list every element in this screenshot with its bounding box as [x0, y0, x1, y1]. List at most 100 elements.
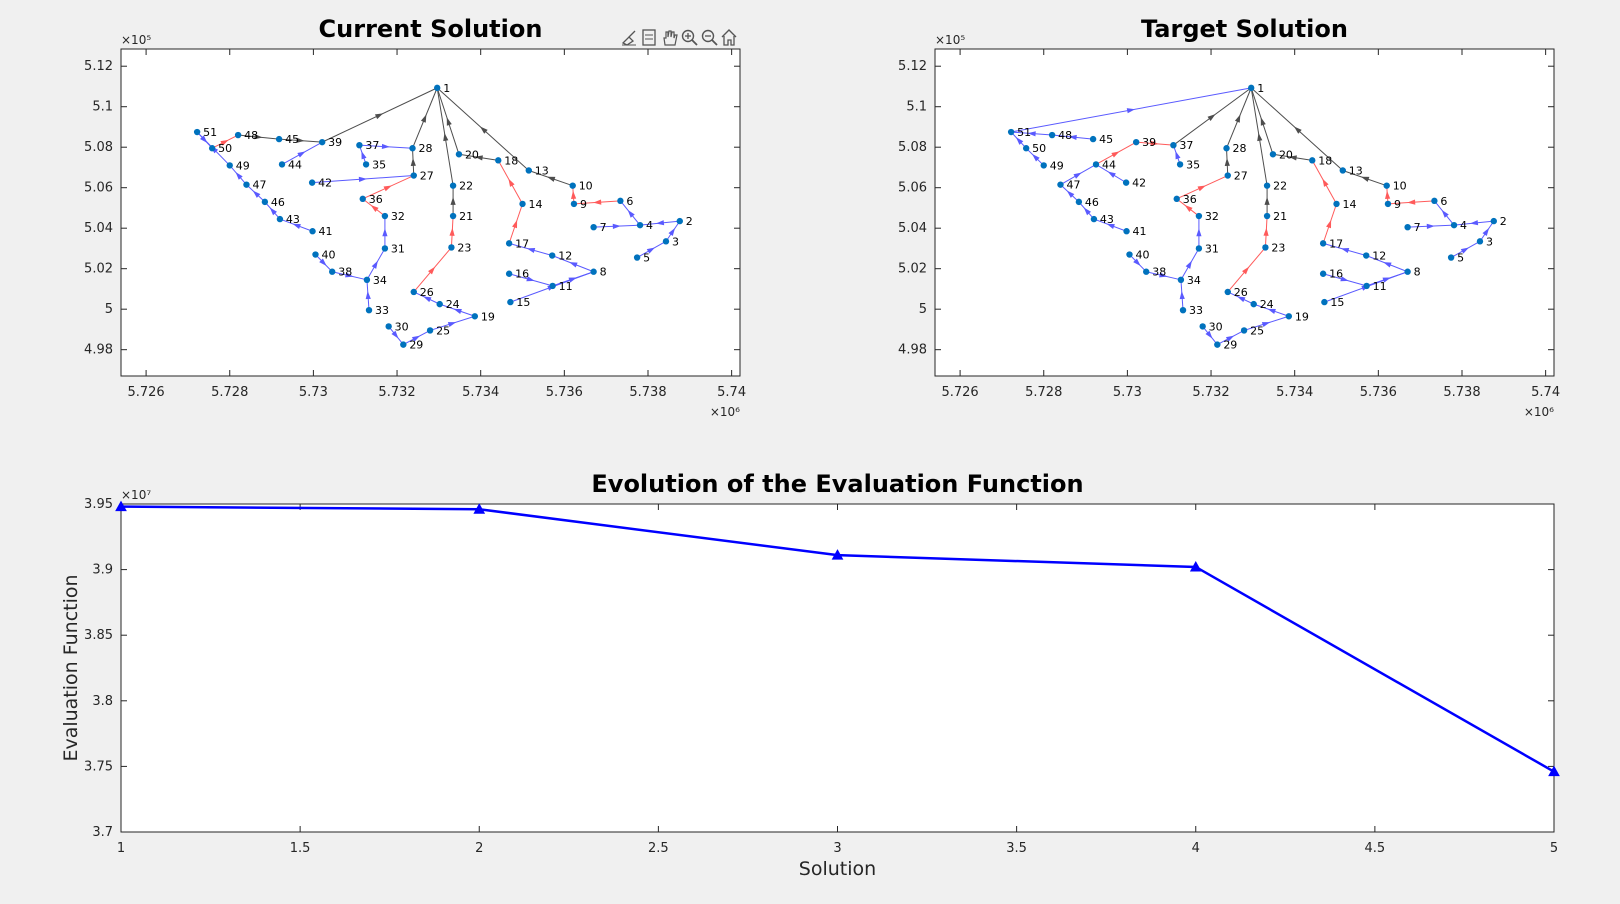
node-25[interactable]: [426, 327, 434, 334]
node-9[interactable]: [570, 200, 578, 208]
node-16[interactable]: [1319, 270, 1327, 277]
node-8[interactable]: [590, 268, 597, 275]
node-47[interactable]: [1057, 181, 1064, 188]
zoom-in-icon[interactable]: [681, 29, 698, 46]
node-45[interactable]: [1089, 135, 1097, 143]
node-19[interactable]: [1285, 313, 1293, 320]
node-39[interactable]: [318, 138, 326, 146]
current-solution-plot[interactable]: Current Solution ×10⁵ ×10⁶ 5.726 5.728 5.7…: [84, 15, 746, 419]
node-26[interactable]: [410, 288, 417, 296]
node-38[interactable]: [329, 268, 336, 275]
node-13[interactable]: [1339, 167, 1346, 174]
node-50[interactable]: [1022, 145, 1030, 152]
node-31[interactable]: [1195, 245, 1203, 252]
node-49[interactable]: [226, 162, 233, 169]
brush-icon[interactable]: [621, 30, 636, 46]
node-9[interactable]: [1384, 200, 1392, 208]
node-15[interactable]: [1321, 298, 1328, 306]
zoom-out-icon[interactable]: [701, 29, 718, 46]
node-6[interactable]: [617, 197, 624, 205]
node-36[interactable]: [1173, 195, 1180, 203]
pan-icon[interactable]: [663, 30, 678, 46]
node-5[interactable]: [1447, 254, 1455, 261]
node-51[interactable]: [193, 128, 201, 136]
node-46[interactable]: [261, 198, 269, 206]
node-3[interactable]: [1476, 238, 1484, 245]
node-11[interactable]: [1363, 282, 1370, 290]
node-14[interactable]: [1333, 200, 1340, 208]
data-point-2[interactable]: [473, 503, 486, 514]
node-39[interactable]: [1132, 138, 1140, 146]
target-solution-plot[interactable]: Target Solution ×10⁵ ×10⁶ 5.726 5.728 5.73…: [898, 15, 1560, 419]
node-43[interactable]: [276, 215, 284, 223]
node-50[interactable]: [208, 145, 216, 152]
node-20[interactable]: [1269, 151, 1277, 158]
node-4[interactable]: [636, 221, 644, 229]
node-41[interactable]: [1123, 228, 1130, 235]
node-41[interactable]: [309, 228, 316, 235]
node-40[interactable]: [1126, 251, 1133, 258]
node-44[interactable]: [278, 161, 286, 168]
node-6[interactable]: [1431, 197, 1438, 205]
plot-area[interactable]: [120, 48, 741, 377]
node-16[interactable]: [505, 270, 513, 277]
node-48[interactable]: [1048, 131, 1056, 139]
node-18[interactable]: [1309, 157, 1316, 164]
node-35[interactable]: [1176, 161, 1184, 168]
node-32[interactable]: [381, 212, 389, 220]
node-48[interactable]: [234, 131, 242, 139]
node-46[interactable]: [1075, 198, 1083, 206]
node-12[interactable]: [1363, 252, 1370, 259]
node-23[interactable]: [448, 244, 455, 251]
node-37[interactable]: [356, 141, 363, 149]
node-34[interactable]: [363, 276, 371, 284]
node-29[interactable]: [1214, 341, 1221, 348]
node-33[interactable]: [1179, 306, 1187, 314]
node-26[interactable]: [1224, 288, 1231, 296]
node-38[interactable]: [1143, 268, 1150, 275]
node-24[interactable]: [436, 300, 443, 308]
datatip-icon[interactable]: [642, 29, 656, 46]
node-7[interactable]: [590, 223, 597, 231]
node-10[interactable]: [1383, 182, 1390, 189]
data-point-3[interactable]: [831, 549, 844, 560]
node-18[interactable]: [495, 157, 502, 164]
node-42[interactable]: [308, 179, 316, 186]
node-43[interactable]: [1090, 215, 1098, 223]
node-30[interactable]: [1199, 323, 1206, 330]
node-12[interactable]: [549, 252, 556, 259]
node-51[interactable]: [1007, 128, 1015, 136]
node-17[interactable]: [1319, 240, 1327, 247]
node-29[interactable]: [400, 341, 407, 348]
node-40[interactable]: [312, 251, 319, 258]
node-31[interactable]: [381, 245, 389, 252]
node-44[interactable]: [1092, 161, 1100, 168]
node-3[interactable]: [662, 238, 670, 245]
node-34[interactable]: [1177, 276, 1185, 284]
node-8[interactable]: [1404, 268, 1411, 275]
node-22[interactable]: [449, 182, 457, 189]
node-27[interactable]: [410, 172, 417, 179]
node-22[interactable]: [1263, 182, 1271, 189]
node-4[interactable]: [1450, 221, 1458, 229]
node-15[interactable]: [507, 298, 514, 306]
data-point-4[interactable]: [1189, 560, 1202, 572]
node-35[interactable]: [362, 161, 370, 168]
data-point-1[interactable]: [115, 500, 127, 512]
node-49[interactable]: [1040, 162, 1047, 169]
node-13[interactable]: [525, 167, 532, 174]
node-33[interactable]: [365, 306, 373, 314]
node-17[interactable]: [505, 240, 513, 247]
node-2[interactable]: [1490, 217, 1497, 225]
node-23[interactable]: [1262, 244, 1269, 251]
node-20[interactable]: [455, 151, 463, 158]
node-1[interactable]: [433, 84, 441, 92]
node-24[interactable]: [1250, 300, 1257, 308]
node-2[interactable]: [676, 217, 683, 225]
node-42[interactable]: [1122, 179, 1130, 186]
plot-area[interactable]: [934, 48, 1555, 377]
node-14[interactable]: [519, 200, 526, 208]
node-37[interactable]: [1170, 141, 1177, 149]
node-7[interactable]: [1404, 223, 1411, 231]
evaluation-function-plot[interactable]: Evolution of the Evaluation Function ×10…: [60, 470, 1560, 880]
